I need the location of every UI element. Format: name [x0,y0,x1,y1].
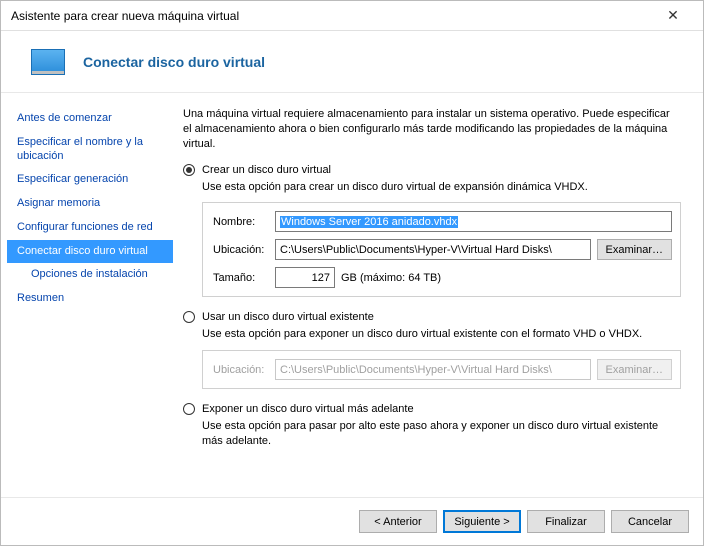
sidebar-item-network[interactable]: Configurar funciones de red [7,216,173,240]
option-later-label: Exponer un disco duro virtual más adelan… [202,403,414,415]
create-form-box: Nombre: Windows Server 2016 anidado.vhdx… [202,202,681,297]
size-suffix: GB (máximo: 64 TB) [341,272,441,284]
sidebar-item-connect-vhd[interactable]: Conectar disco duro virtual [7,240,173,264]
option-create-desc: Use esta opción para crear un disco duro… [202,180,681,195]
radio-create[interactable] [183,164,195,176]
vhd-icon [31,49,65,75]
intro-text: Una máquina virtual requiere almacenamie… [183,107,681,152]
option-create-row[interactable]: Crear un disco duro virtual [183,164,681,176]
option-existing-desc: Use esta opción para exponer un disco du… [202,327,681,342]
option-later-desc: Use esta opción para pasar por alto este… [202,419,681,449]
wizard-sidebar: Antes de comenzar Especificar el nombre … [1,93,173,497]
window-title: Asistente para crear nueva máquina virtu… [11,9,239,23]
size-value: 127 [312,272,330,284]
existing-location-row: Ubicación: C:\Users\Public\Documents\Hyp… [213,359,672,380]
option-later-row[interactable]: Exponer un disco duro virtual más adelan… [183,403,681,415]
sidebar-item-install-options[interactable]: Opciones de instalación [7,263,173,287]
header-band: Conectar disco duro virtual [1,31,703,93]
page-title: Conectar disco duro virtual [83,54,265,70]
existing-location-label: Ubicación: [213,364,275,376]
radio-existing[interactable] [183,311,195,323]
name-input[interactable]: Windows Server 2016 anidado.vhdx [275,211,672,232]
option-existing-row[interactable]: Usar un disco duro virtual existente [183,311,681,323]
location-row: Ubicación: C:\Users\Public\Documents\Hyp… [213,239,672,260]
body-area: Antes de comenzar Especificar el nombre … [1,93,703,497]
wizard-footer: < Anterior Siguiente > Finalizar Cancela… [1,497,703,545]
size-input[interactable]: 127 [275,267,335,288]
option-existing-label: Usar un disco duro virtual existente [202,311,374,323]
sidebar-item-summary[interactable]: Resumen [7,287,173,311]
close-icon: ✕ [667,7,679,24]
close-button[interactable]: ✕ [651,2,695,30]
existing-location-input: C:\Users\Public\Documents\Hyper-V\Virtua… [275,359,591,380]
sidebar-item-name-location[interactable]: Especificar el nombre y la ubicación [7,131,173,169]
sidebar-item-memory[interactable]: Asignar memoria [7,192,173,216]
finish-button[interactable]: Finalizar [527,510,605,533]
browse-button-create[interactable]: Examinar… [597,239,672,260]
location-input[interactable]: C:\Users\Public\Documents\Hyper-V\Virtua… [275,239,591,260]
location-value: C:\Users\Public\Documents\Hyper-V\Virtua… [280,244,552,256]
next-button[interactable]: Siguiente > [443,510,521,533]
sidebar-item-before-begin[interactable]: Antes de comenzar [7,107,173,131]
wizard-window: Asistente para crear nueva máquina virtu… [0,0,704,546]
size-row: Tamaño: 127 GB (máximo: 64 TB) [213,267,672,288]
titlebar: Asistente para crear nueva máquina virtu… [1,1,703,31]
previous-button[interactable]: < Anterior [359,510,437,533]
location-label: Ubicación: [213,244,275,256]
radio-later[interactable] [183,403,195,415]
size-label: Tamaño: [213,272,275,284]
existing-location-value: C:\Users\Public\Documents\Hyper-V\Virtua… [280,364,552,376]
cancel-button[interactable]: Cancelar [611,510,689,533]
option-create-label: Crear un disco duro virtual [202,164,331,176]
existing-browse-label: Examinar… [606,364,663,376]
sidebar-item-generation[interactable]: Especificar generación [7,168,173,192]
existing-form-box: Ubicación: C:\Users\Public\Documents\Hyp… [202,350,681,389]
name-row: Nombre: Windows Server 2016 anidado.vhdx [213,211,672,232]
name-label: Nombre: [213,216,275,228]
browse-label: Examinar… [606,244,663,256]
content-pane: Una máquina virtual requiere almacenamie… [173,93,703,497]
name-value: Windows Server 2016 anidado.vhdx [280,216,458,228]
browse-button-existing: Examinar… [597,359,672,380]
